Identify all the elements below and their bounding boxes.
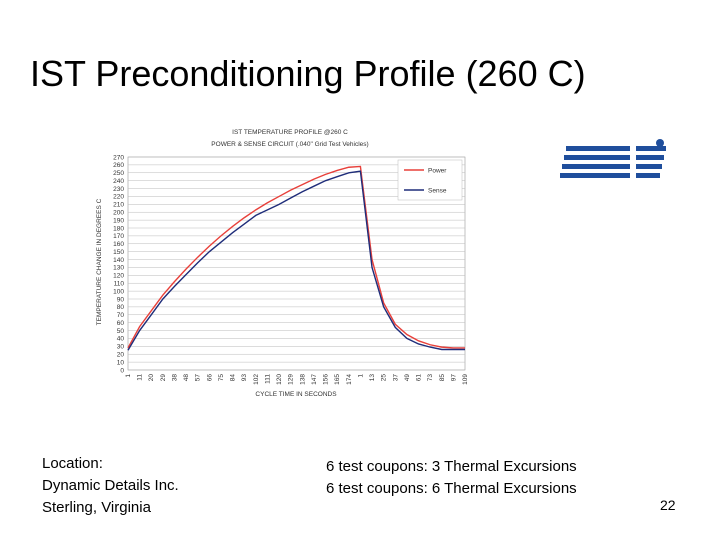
x-tick-label: 85 (439, 374, 446, 382)
legend-box (397, 159, 463, 201)
y-tick-label: 40 (117, 336, 125, 343)
x-tick-label: 102 (253, 374, 260, 385)
y-tick-label: 170 (113, 233, 124, 240)
x-axis-label: CYCLE TIME IN SECONDS (255, 391, 337, 398)
logo-stripe (562, 164, 662, 169)
x-tick-label: 75 (218, 374, 225, 382)
x-tick-label: 174 (346, 374, 353, 385)
chart-title: POWER & SENSE CIRCUIT (.040" Grid Test V… (211, 141, 368, 148)
x-tick-label: 109 (462, 374, 469, 385)
y-tick-label: 20 (117, 352, 125, 359)
x-tick-label: 120 (276, 374, 283, 385)
y-tick-label: 230 (113, 186, 124, 193)
x-tick-label: 37 (392, 374, 399, 382)
y-tick-label: 270 (113, 154, 124, 161)
x-tick-label: 29 (160, 374, 167, 382)
x-tick-label: 11 (137, 374, 144, 381)
x-tick-label: 147 (311, 374, 318, 385)
y-tick-label: 140 (113, 257, 124, 264)
logo (560, 139, 666, 180)
location-line: Sterling, Virginia (42, 499, 152, 516)
y-tick-label: 130 (113, 265, 124, 272)
y-tick-label: 160 (113, 241, 124, 248)
x-tick-label: 97 (450, 374, 457, 382)
logo-stripe (560, 173, 660, 178)
y-tick-label: 80 (117, 304, 125, 311)
x-tick-label: 25 (381, 374, 388, 382)
x-tick-label: 111 (264, 374, 271, 384)
y-tick-label: 260 (113, 162, 124, 169)
chart: IST TEMPERATURE PROFILE @260 C POWER & SE… (96, 129, 469, 398)
logo-stripe (564, 155, 664, 160)
y-tick-label: 180 (113, 225, 124, 232)
y-tick-label: 0 (120, 367, 124, 374)
x-tick-label: 93 (241, 374, 248, 382)
coupon-line: 6 test coupons: 3 Thermal Excursions (326, 458, 577, 475)
page-number: 22 (660, 497, 676, 513)
y-tick-label: 90 (117, 296, 125, 303)
location-line: Location: (42, 455, 103, 472)
y-tick-label: 240 (113, 178, 124, 185)
x-tick-label: 38 (171, 374, 178, 382)
x-tick-label: 49 (404, 374, 411, 382)
chart-title: IST TEMPERATURE PROFILE @260 C (232, 129, 348, 136)
y-tick-label: 210 (113, 202, 124, 209)
series-line (127, 165, 465, 349)
y-tick-label: 30 (117, 344, 125, 351)
y-tick-label: 190 (113, 217, 124, 224)
x-tick-label: 1 (357, 374, 364, 378)
x-tick-label: 73 (427, 374, 434, 382)
x-tick-label: 1 (125, 374, 132, 378)
y-tick-label: 50 (117, 328, 125, 335)
x-tick-label: 66 (206, 374, 213, 382)
x-tick-label: 138 (299, 374, 306, 385)
x-tick-label: 57 (195, 374, 202, 382)
x-tick-label: 129 (288, 374, 295, 385)
slide-title: IST Preconditioning Profile (260 C) (30, 53, 586, 94)
x-tick-label: 20 (148, 374, 155, 382)
logo-dot (656, 139, 664, 147)
y-tick-label: 220 (113, 194, 124, 201)
y-axis-label: TEMPERATURE CHANGE IN DEGREES C (96, 198, 103, 325)
legend-label: Power (428, 167, 447, 174)
x-tick-label: 156 (323, 374, 330, 385)
location-line: Dynamic Details Inc. (42, 477, 179, 494)
y-tick-label: 150 (113, 249, 124, 256)
x-tick-label: 13 (369, 374, 376, 382)
x-tick-label: 84 (230, 374, 237, 382)
coupon-line: 6 test coupons: 6 Thermal Excursions (326, 480, 577, 497)
y-tick-label: 120 (113, 273, 124, 280)
series-line (127, 170, 465, 351)
logo-gap (630, 140, 636, 180)
y-tick-label: 100 (113, 288, 124, 295)
logo-stripe (566, 146, 666, 151)
y-tick-label: 200 (113, 210, 124, 217)
x-tick-label: 61 (416, 374, 423, 382)
legend-label: Sense (428, 187, 447, 194)
y-tick-label: 110 (114, 281, 125, 288)
y-tick-label: 250 (113, 170, 124, 177)
x-tick-label: 48 (183, 374, 190, 382)
x-tick-label: 165 (334, 374, 341, 385)
y-tick-label: 60 (117, 320, 125, 327)
y-tick-label: 10 (117, 359, 125, 366)
y-tick-label: 70 (117, 312, 125, 319)
